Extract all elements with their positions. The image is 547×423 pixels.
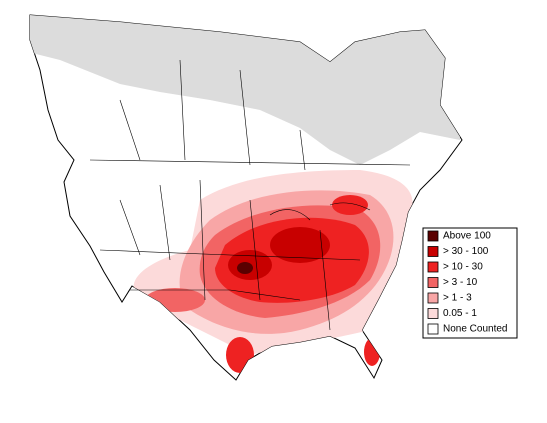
legend-swatch: [427, 261, 439, 273]
region-above-100: [237, 262, 253, 274]
legend-label: > 30 - 100: [443, 246, 489, 257]
region-10-30: [332, 195, 368, 215]
legend-swatch: [427, 323, 439, 335]
legend-label: Above 100: [443, 231, 491, 242]
land: [29, 14, 463, 381]
legend-swatch: [427, 277, 439, 288]
legend-label: > 1 - 3: [443, 293, 472, 304]
legend-swatch: [427, 308, 439, 319]
legend-label: None Counted: [443, 324, 508, 335]
legend: Above 100 > 30 - 100 > 10 - 30 > 3 - 10 > 1 …: [422, 227, 518, 339]
legend-swatch: [427, 292, 439, 304]
none-counted-north: [30, 15, 460, 165]
region-3-10: [145, 288, 205, 312]
legend-swatch: [427, 230, 439, 242]
legend-label: > 3 - 10: [443, 277, 478, 288]
legend-label: 0.05 - 1: [443, 308, 477, 319]
legend-swatch: [427, 246, 439, 257]
region-30-100: [270, 227, 330, 263]
boundaries: [89, 59, 411, 331]
region-10-30: [364, 338, 380, 366]
legend-label: > 10 - 30: [443, 262, 483, 273]
region-10-30: [226, 337, 254, 373]
abundance-regions: [30, 15, 460, 373]
legend-box: [422, 227, 518, 339]
